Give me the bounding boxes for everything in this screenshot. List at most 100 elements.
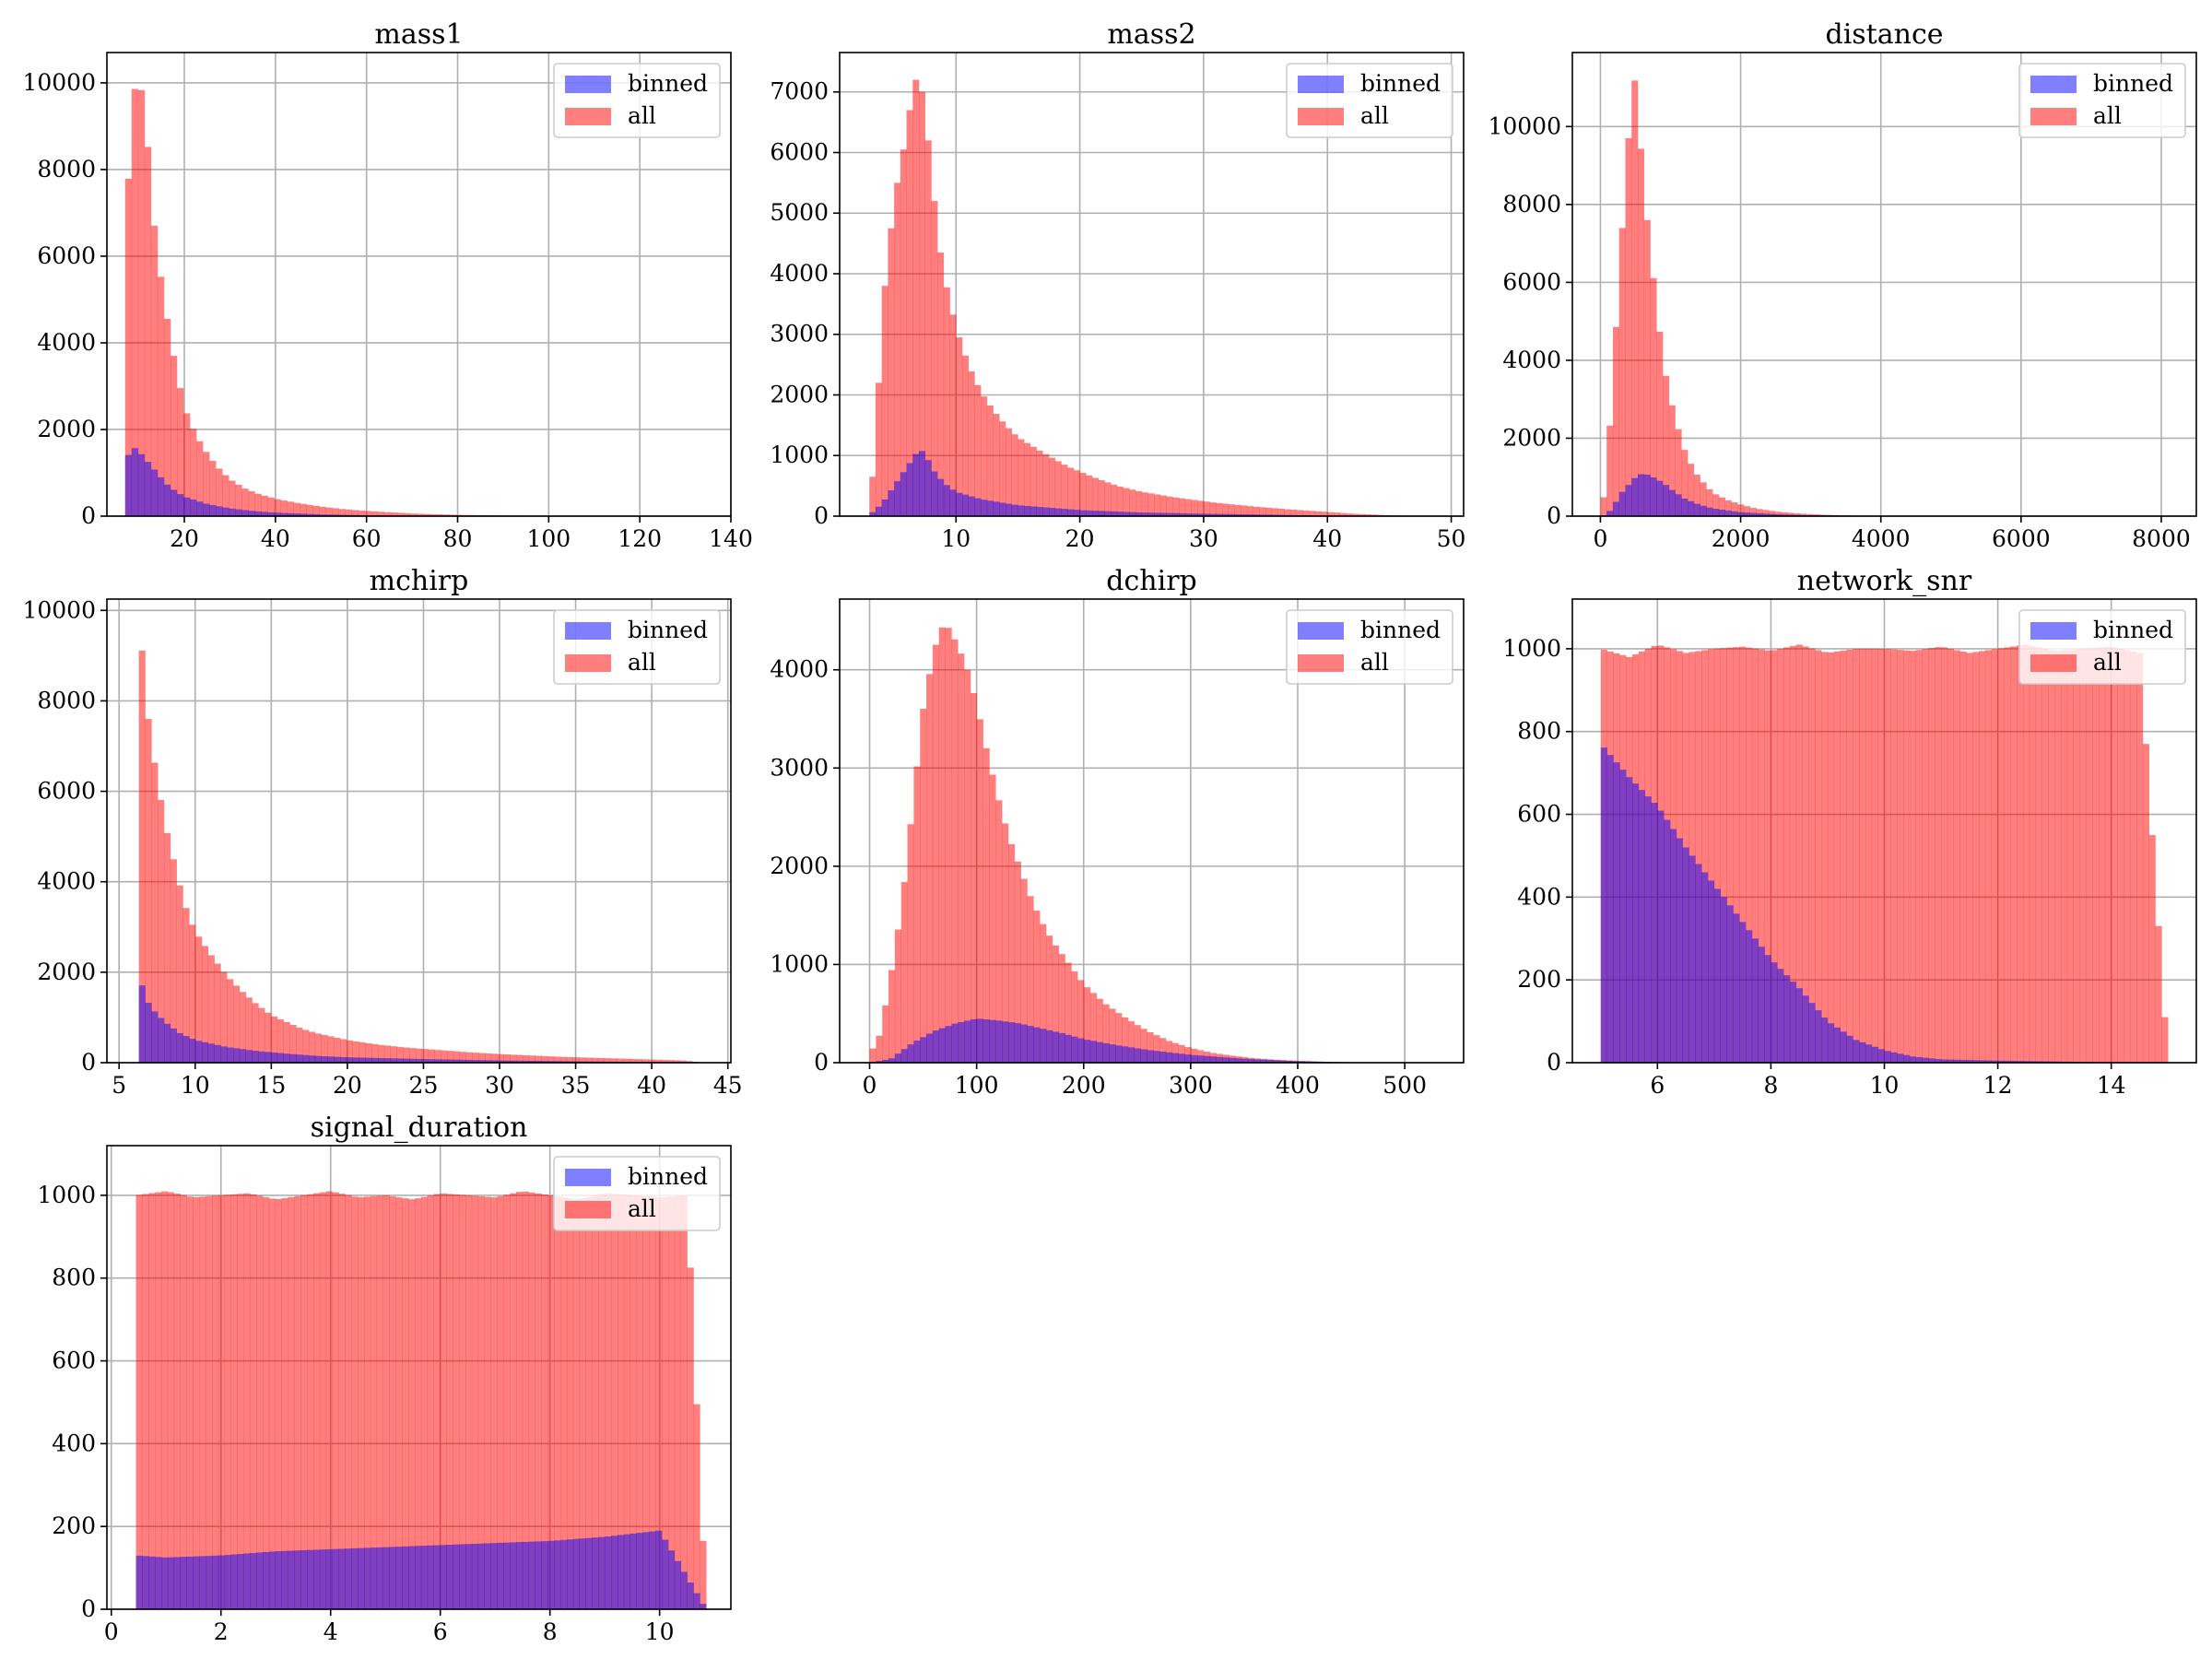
hist-bar-binned — [281, 1550, 288, 1609]
hist-bar-all — [340, 1039, 347, 1063]
hist-bar-all — [148, 1193, 156, 1609]
hist-bar-all — [327, 1036, 335, 1063]
hist-bar-binned — [1903, 1054, 1911, 1063]
hist-bar-all — [592, 1194, 599, 1609]
hist-bar-all — [937, 252, 945, 516]
legend-label-all: all — [2093, 102, 2122, 129]
hist-bar-all — [605, 1193, 612, 1609]
y-tick-label: 6000 — [1502, 268, 1561, 295]
hist-bar-all — [271, 1016, 278, 1063]
hist-bar-binned — [1027, 1026, 1034, 1063]
hist-bar-binned — [585, 1537, 593, 1609]
hist-bar-all — [1821, 652, 1829, 1063]
hist-bar-all — [943, 287, 950, 516]
x-tick-label: 12 — [1983, 1072, 2013, 1099]
hist-bar-binned — [1731, 511, 1738, 516]
y-tick-label: 800 — [52, 1265, 96, 1291]
hist-bar-binned — [995, 1020, 1003, 1063]
hist-bar-all — [1172, 497, 1180, 516]
hist-bar-binned — [1979, 1060, 1986, 1063]
hist-bar-binned — [900, 472, 907, 516]
hist-bar-all — [1184, 499, 1192, 516]
hist-bar-all — [1947, 648, 1955, 1063]
hist-bar-all — [1802, 646, 1809, 1063]
hist-bar-all — [248, 490, 255, 516]
hist-bar-binned — [293, 513, 300, 516]
hist-bar-all — [535, 1055, 542, 1063]
hist-bar-binned — [252, 1051, 259, 1063]
panel-signal_duration: 0 2 4 6 8 10 0 200 400 600 800 1000 signal_durationb… — [37, 1112, 732, 1645]
hist-bar-binned — [680, 1571, 688, 1609]
hist-bar-binned — [1253, 514, 1260, 516]
hist-bar-all — [2079, 648, 2087, 1063]
hist-bar-binned — [378, 1057, 385, 1063]
hist-bar-all — [180, 1194, 187, 1609]
hist-bar-all — [900, 882, 908, 1063]
hist-bar-all — [207, 955, 215, 1063]
hist-bar-all — [1890, 649, 1898, 1063]
hist-bar-binned — [1959, 1059, 1967, 1063]
hist-bar-all — [395, 1197, 403, 1609]
x-tick-label: 60 — [352, 525, 382, 552]
hist-bar-binned — [1915, 1056, 1923, 1063]
hist-bar-binned — [2017, 1061, 2024, 1063]
hist-bar-binned — [313, 1549, 321, 1609]
hist-bar-binned — [1846, 1035, 1853, 1063]
hist-bar-all — [453, 1051, 461, 1063]
hist-bar-all — [1246, 506, 1253, 516]
hist-bar-binned — [1129, 512, 1136, 516]
hist-bar-binned — [250, 1552, 257, 1609]
y-tick-label: 400 — [52, 1430, 96, 1456]
hist-bar-all — [1030, 446, 1037, 516]
hist-bar-all — [1122, 1017, 1129, 1063]
hist-bar-all — [157, 276, 165, 516]
hist-bar-all — [1612, 326, 1620, 516]
hist-bar-all — [218, 1194, 226, 1609]
hist-bar-all — [623, 1194, 631, 1609]
hist-bar-binned — [986, 500, 994, 516]
hist-bar-binned — [1079, 510, 1087, 516]
hist-bar-all — [158, 800, 165, 1063]
hist-bar-binned — [956, 492, 963, 516]
series-binned — [135, 1530, 707, 1609]
hist-bar-binned — [1668, 489, 1676, 516]
hist-bar-binned — [145, 1003, 152, 1063]
hist-bar-binned — [1768, 513, 1776, 516]
hist-bar-binned — [319, 1549, 327, 1609]
hist-bar-all — [1259, 507, 1266, 516]
x-tick-label: 120 — [618, 525, 662, 552]
y-tick-label: 200 — [52, 1512, 96, 1539]
hist-bar-binned — [1084, 1040, 1091, 1063]
hist-bar-binned — [1222, 513, 1230, 516]
hist-bar-binned — [1030, 506, 1037, 516]
hist-bar-all — [281, 1197, 288, 1609]
hist-bar-binned — [256, 1552, 264, 1609]
hist-bar-all — [1191, 500, 1198, 516]
hist-bar-all — [313, 1193, 321, 1609]
hist-bar-all — [1771, 650, 1778, 1063]
hist-bar-all — [193, 1196, 200, 1609]
series-all — [138, 650, 706, 1063]
hist-bar-binned — [559, 1061, 568, 1063]
hist-bar-all — [1321, 512, 1328, 516]
hist-bar-binned — [1720, 897, 1727, 1063]
hist-bar-binned — [566, 1539, 574, 1609]
hist-bar-binned — [1764, 955, 1771, 1063]
hist-bar-all — [151, 762, 159, 1063]
hist-bar-binned — [433, 1545, 441, 1609]
hist-bar-all — [958, 653, 965, 1063]
hist-bar-binned — [434, 1059, 441, 1063]
hist-bar-all — [882, 1005, 889, 1063]
hist-bar-binned — [300, 1549, 308, 1609]
hist-bar-all — [1812, 514, 1819, 516]
hist-bar-all — [288, 1196, 295, 1609]
hist-bar-all — [1726, 647, 1734, 1063]
hist-bar-all — [1756, 509, 1763, 516]
hist-bar-all — [503, 1054, 511, 1063]
hist-bar-binned — [144, 462, 152, 516]
hist-bar-all — [289, 1024, 297, 1063]
hist-bar-all — [1253, 506, 1260, 516]
hist-bar-binned — [124, 454, 133, 516]
hist-bar-all — [1781, 512, 1788, 516]
hist-bar-binned — [233, 1048, 241, 1063]
